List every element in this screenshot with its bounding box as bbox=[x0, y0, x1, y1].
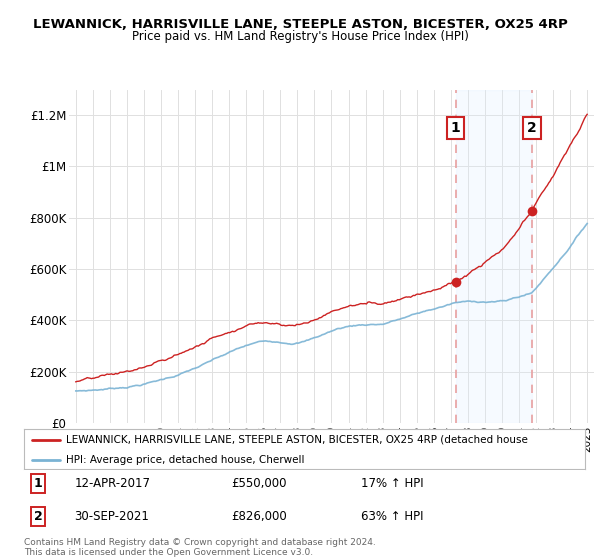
Text: LEWANNICK, HARRISVILLE LANE, STEEPLE ASTON, BICESTER, OX25 4RP: LEWANNICK, HARRISVILLE LANE, STEEPLE AST… bbox=[32, 18, 568, 31]
Text: £826,000: £826,000 bbox=[232, 510, 287, 523]
Text: LEWANNICK, HARRISVILLE LANE, STEEPLE ASTON, BICESTER, OX25 4RP (detached house: LEWANNICK, HARRISVILLE LANE, STEEPLE AST… bbox=[66, 435, 528, 445]
Text: £550,000: £550,000 bbox=[232, 477, 287, 490]
Text: 17% ↑ HPI: 17% ↑ HPI bbox=[361, 477, 423, 490]
Text: Contains HM Land Registry data © Crown copyright and database right 2024.
This d: Contains HM Land Registry data © Crown c… bbox=[24, 538, 376, 557]
Text: Price paid vs. HM Land Registry's House Price Index (HPI): Price paid vs. HM Land Registry's House … bbox=[131, 30, 469, 43]
Text: HPI: Average price, detached house, Cherwell: HPI: Average price, detached house, Cher… bbox=[66, 455, 305, 465]
Text: 63% ↑ HPI: 63% ↑ HPI bbox=[361, 510, 423, 523]
Text: 12-APR-2017: 12-APR-2017 bbox=[74, 477, 151, 490]
Text: 1: 1 bbox=[34, 477, 43, 490]
Bar bbox=[455, 90, 532, 423]
Text: 30-SEP-2021: 30-SEP-2021 bbox=[74, 510, 149, 523]
Text: 2: 2 bbox=[34, 510, 43, 523]
Text: 1: 1 bbox=[451, 121, 460, 135]
Text: 2: 2 bbox=[527, 121, 536, 135]
